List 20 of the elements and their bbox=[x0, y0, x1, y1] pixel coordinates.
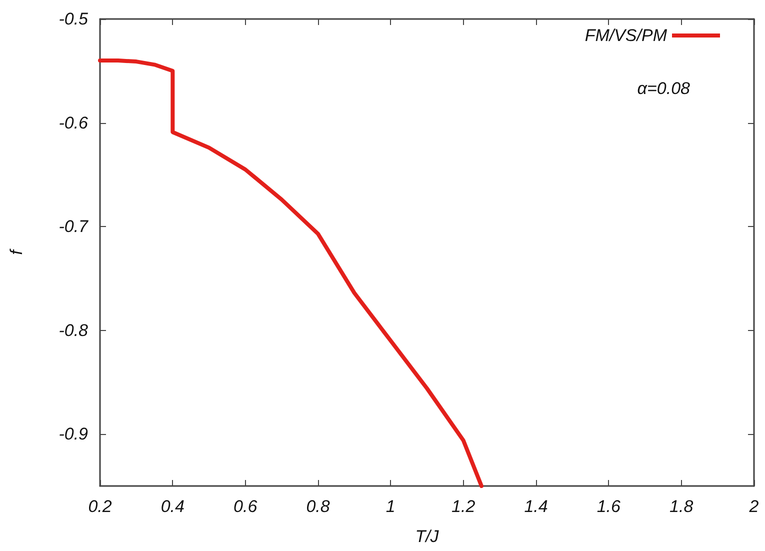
x-tick-label: 1.4 bbox=[524, 497, 548, 516]
y-axis-title: f bbox=[7, 248, 26, 255]
x-tick-label: 1.6 bbox=[596, 497, 622, 516]
x-tick-label: 0.6 bbox=[234, 497, 258, 516]
x-tick-label: 2 bbox=[748, 497, 760, 516]
x-axis-title: T/J bbox=[415, 527, 440, 546]
y-tick-label: -0.7 bbox=[58, 217, 89, 236]
x-tick-label: 0.4 bbox=[160, 497, 184, 516]
x-tick-label: 1.2 bbox=[452, 497, 476, 516]
annotation: α=0.08 bbox=[637, 79, 691, 98]
y-tick-label: -0.5 bbox=[58, 10, 89, 28]
x-tick-label: 1 bbox=[386, 497, 396, 516]
legend-label: FM/VS/PM bbox=[584, 26, 668, 45]
line-series bbox=[98, 58, 484, 488]
x-tick-label: 0.8 bbox=[306, 497, 330, 516]
x-tick-label: 0.2 bbox=[88, 497, 112, 516]
y-tick-label: -0.9 bbox=[58, 424, 89, 444]
x-tick-label: 1.8 bbox=[670, 497, 694, 516]
y-tick-label: -0.8 bbox=[58, 320, 89, 340]
y-tick-label: -0.6 bbox=[58, 113, 89, 132]
